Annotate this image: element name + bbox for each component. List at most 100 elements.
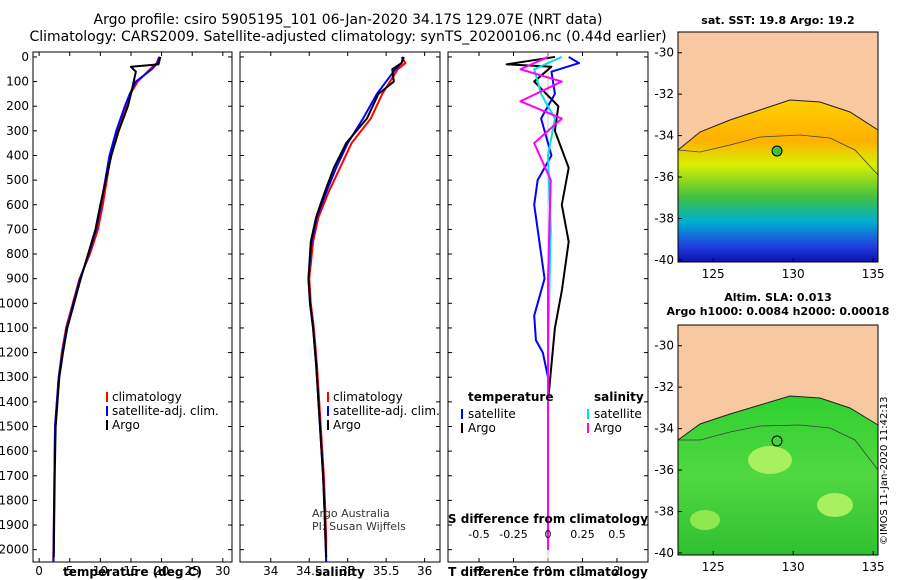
depth-tick-label: 1900 [0, 518, 29, 532]
sst-map-lat-tick-label: -40 [654, 253, 674, 267]
sst-map-contour [677, 134, 879, 176]
depth-tick-label: 1800 [0, 493, 29, 507]
sal-xtick-label: 35 [340, 564, 355, 578]
sla-map-anomaly [817, 493, 853, 517]
sal-xtick-label: 34 [263, 564, 278, 578]
depth-tick-label: 300 [6, 124, 29, 138]
depth-tick-label: 2000 [0, 543, 29, 557]
temp-legend-label: satellite-adj. clim. [112, 404, 219, 418]
sal-legend-label: Argo [333, 418, 361, 432]
depth-tick-label: 1600 [0, 444, 29, 458]
diff-xtick-label: -1 [508, 564, 520, 578]
depth-tick-label: 1500 [0, 419, 29, 433]
temp-axes-frame [32, 51, 233, 563]
diff-legend-t-label: Argo [468, 421, 496, 435]
diff-xtick-label: 2 [613, 564, 621, 578]
depth-tick-label: 200 [6, 99, 29, 113]
depth-tick-label: 1400 [0, 395, 29, 409]
diff-legend-s-label: Argo [594, 421, 622, 435]
depth-tick-label: 800 [6, 247, 29, 261]
sal-xtick-label: 35.5 [373, 564, 400, 578]
diff-s-tick-label: 0.25 [570, 528, 595, 541]
figure-title-line2: Climatology: CARS2009. Satellite-adjuste… [29, 29, 667, 45]
figure-title-line1: Argo profile: csiro 5905195_101 06-Jan-2… [93, 12, 603, 28]
temp-xlabel: temperature (deg C) [63, 565, 202, 579]
diff-panel: -2 -1 0 1 2T difference from climatology temp… [447, 51, 649, 579]
diff-xtick-label: -2 [473, 564, 485, 578]
depth-tick-label: 1700 [0, 469, 29, 483]
sal-xlabel: salinity [315, 565, 365, 579]
sla-map-anomaly [748, 446, 792, 474]
diff-series-group [505, 55, 581, 550]
temp-legend-label: climatology [112, 390, 182, 404]
diff-s-tick-label: 0.5 [608, 528, 626, 541]
copyright-text: ©IMOS 11-Jan-2020 11:42:13 [879, 396, 890, 545]
sst-map-lat-tick-label: -34 [654, 129, 674, 143]
diff-xtick-label: 1 [579, 564, 587, 578]
sst-map-lon-tick-label: 135 [862, 267, 885, 281]
sla-map-lat-tick-label: -40 [654, 546, 674, 560]
temp-xtick-label: 25 [185, 564, 200, 578]
sst-map-title: sat. SST: 19.8 Argo: 19.2 [701, 14, 855, 27]
salinity-annotation: PI: Susan Wijffels [312, 520, 406, 533]
temp-xtick-label: 30 [215, 564, 230, 578]
depth-tick-label: 600 [6, 198, 29, 212]
sst-map-float-marker [771, 145, 783, 157]
sst-map-lat-tick-label: -32 [654, 87, 674, 101]
sst-map-lat-tick-label: -38 [654, 211, 674, 225]
diff-xlabel: T difference from climatology [448, 565, 648, 579]
depth-tick-label: 900 [6, 272, 29, 286]
sla-map-lon-tick-label: 125 [702, 560, 725, 574]
depth-tick-label: 1300 [0, 370, 29, 384]
sla-map-lon-tick-label: 130 [782, 560, 805, 574]
diff-legend-t-label: satellite [468, 407, 516, 421]
depth-tick-label: 1000 [0, 296, 29, 310]
sal-axes-frame [239, 51, 441, 563]
temp-xtick-label: 10 [93, 564, 108, 578]
diff-legend-temperature-header: temperature [468, 390, 553, 404]
depth-tick-label: 500 [6, 173, 29, 187]
sst-map-lat-tick-label: -36 [654, 170, 674, 184]
sst-map [677, 31, 879, 263]
diff-s-axis-label: S difference from climatology [448, 512, 648, 526]
sla-map-lat-tick-label: -38 [654, 504, 674, 518]
depth-tick-label: 1100 [0, 321, 29, 335]
sla-map-lat-tick-label: -32 [654, 380, 674, 394]
diff-xtick-label: 0 [544, 564, 552, 578]
temp-xtick-label: 20 [154, 564, 169, 578]
sla-map-anomaly [690, 510, 720, 530]
depth-tick-label: 400 [6, 148, 29, 162]
sst-map-frame [677, 31, 879, 263]
sla-map-title-line2: Argo h1000: 0.0084 h2000: 0.00018 [666, 305, 890, 318]
sla-map [677, 324, 879, 556]
temp-xtick-label: 0 [35, 564, 43, 578]
sal-panel: 34 34.5 35 35.5 36 salinity climatologysatelli… [239, 51, 441, 579]
depth-tick-label: 700 [6, 222, 29, 236]
sal-series-argo [307, 56, 405, 558]
sal-legend-label: satellite-adj. clim. [333, 404, 440, 418]
depth-tick-label: 1200 [0, 346, 29, 360]
temp-panel: 0 5 10 15 20 25 300100200300400500600700800900… [0, 50, 233, 579]
sal-xtick-label: 34.5 [296, 564, 323, 578]
sla-map-lon-tick-label: 135 [862, 560, 885, 574]
sla-map-lat-tick-label: -34 [654, 422, 674, 436]
temp-series-group [52, 56, 162, 562]
sla-map-float-marker [771, 435, 783, 447]
sal-xtick-label: 36 [417, 564, 432, 578]
sst-map-lon-tick-label: 125 [702, 267, 725, 281]
temp-series-argo [52, 56, 162, 558]
sla-map-title-line1: Altim. SLA: 0.013 [724, 291, 832, 304]
temp-xtick-label: 5 [66, 564, 74, 578]
sla-map-lat-tick-label: -36 [654, 463, 674, 477]
sal-series-group [307, 56, 407, 562]
sla-map-frame [677, 324, 879, 556]
depth-tick-label: 100 [6, 75, 29, 89]
diff-s-tick-label: 0 [545, 528, 552, 541]
diff-s-tick-label: -0.5 [468, 528, 489, 541]
diff-legend-salinity-header: salinity [594, 390, 644, 404]
sst-map-lon-tick-label: 130 [782, 267, 805, 281]
diff-s-tick-label: -0.25 [499, 528, 527, 541]
sst-map-ocean [678, 100, 878, 262]
